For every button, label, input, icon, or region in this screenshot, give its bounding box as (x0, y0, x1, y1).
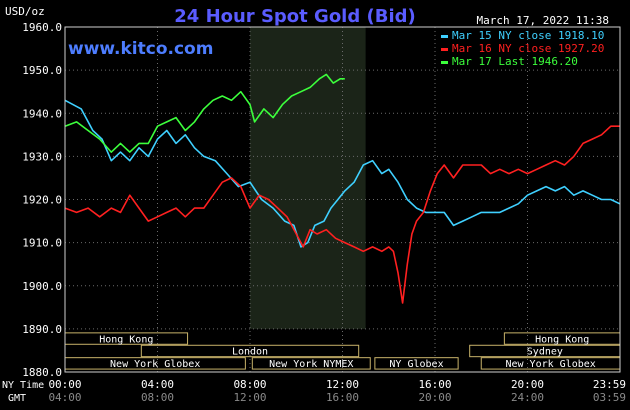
series-line-1 (64, 125, 620, 304)
y-tick-label: 1880.0 (22, 366, 62, 379)
x-tick-label-gmt: 16:00 (326, 391, 359, 404)
session-label: Hong Kong (99, 334, 153, 345)
session-bar: NY Globex (374, 357, 459, 370)
y-tick-label: 1940.0 (22, 107, 62, 120)
session-bar-frame (251, 357, 371, 370)
legend-swatch-mar16 (441, 48, 448, 51)
x-tick-label-ny: 23:59 (593, 378, 626, 391)
series-layer (64, 73, 621, 304)
axis-layer: 1960.0 1950.0 1940.0 1930.0 1920.0 1910.0 1900… (22, 21, 626, 404)
y-tick-label: 1960.0 (22, 21, 62, 34)
x-tick-label-gmt: 24:00 (511, 391, 544, 404)
legend-entry-mar17: Mar 17 Last 1946.20 (441, 55, 578, 68)
session-bar-frame (140, 344, 360, 358)
x-tick-label-gmt: 20:00 (418, 391, 451, 404)
y-axis-unit-label: USD/oz (5, 5, 45, 18)
shaded-nymex-session (250, 27, 366, 329)
y-tick-label: 1920.0 (22, 194, 62, 207)
plot-frame (64, 26, 621, 373)
session-label: Hong Kong (535, 334, 589, 345)
x-tick-label-gmt: 12:00 (233, 391, 266, 404)
x-tick-label-gmt: 08:00 (141, 391, 174, 404)
ny-time-row-label: NY Time (2, 380, 44, 391)
session-label: NY Globex (389, 359, 443, 370)
y-tick-label: 1890.0 (22, 323, 62, 336)
x-tick-label-ny: 08:00 (233, 378, 266, 391)
legend-entry-mar16: Mar 16 NY close 1927.20 (441, 42, 604, 55)
x-tick-label-ny: 04:00 (141, 378, 174, 391)
y-tick-label: 1900.0 (22, 280, 62, 293)
x-tick-label-ny: 12:00 (326, 378, 359, 391)
legend-swatch-mar15 (441, 35, 448, 38)
x-tick-label-gmt: 04:00 (48, 391, 81, 404)
session-bar-frame (374, 357, 459, 370)
x-tick-label-ny: 00:00 (48, 378, 81, 391)
x-tick-label-ny: 16:00 (418, 378, 451, 391)
y-tick-label: 1930.0 (22, 150, 62, 163)
session-label: Sydney (527, 347, 563, 358)
series-line-2 (64, 73, 345, 153)
watermark-url: www.kitco.com (68, 39, 213, 59)
legend-entry-mar15: Mar 15 NY close 1918.10 (441, 29, 604, 42)
session-bars-layer: Hong Kong London New York Globex New York N… (64, 332, 621, 370)
legend: Mar 15 NY close 1918.10 Mar 16 NY close … (441, 29, 604, 68)
session-label: New York NYMEX (269, 359, 353, 370)
y-tick-label: 1910.0 (22, 237, 62, 250)
session-bar: New York NYMEX (251, 357, 371, 370)
shaded-session-layer (250, 27, 366, 329)
legend-label-mar16: Mar 16 NY close 1927.20 (452, 42, 604, 55)
legend-label-mar17: Mar 17 Last 1946.20 (452, 55, 578, 68)
legend-swatch-mar17 (441, 61, 448, 64)
legend-label-mar15: Mar 15 NY close 1918.10 (452, 29, 604, 42)
session-label: New York Globex (505, 359, 595, 370)
session-bar: London (140, 344, 360, 358)
timestamp: March 17, 2022 11:38 (477, 14, 609, 27)
x-tick-label-ny: 20:00 (511, 378, 544, 391)
session-label: New York Globex (110, 359, 200, 370)
x-tick-label-gmt: 03:59 (593, 391, 626, 404)
series-line-0 (64, 99, 621, 248)
session-label: London (232, 347, 268, 358)
gmt-row-label: GMT (8, 393, 26, 404)
y-tick-label: 1950.0 (22, 64, 62, 77)
chart-title: 24 Hour Spot Gold (Bid) (174, 6, 415, 27)
